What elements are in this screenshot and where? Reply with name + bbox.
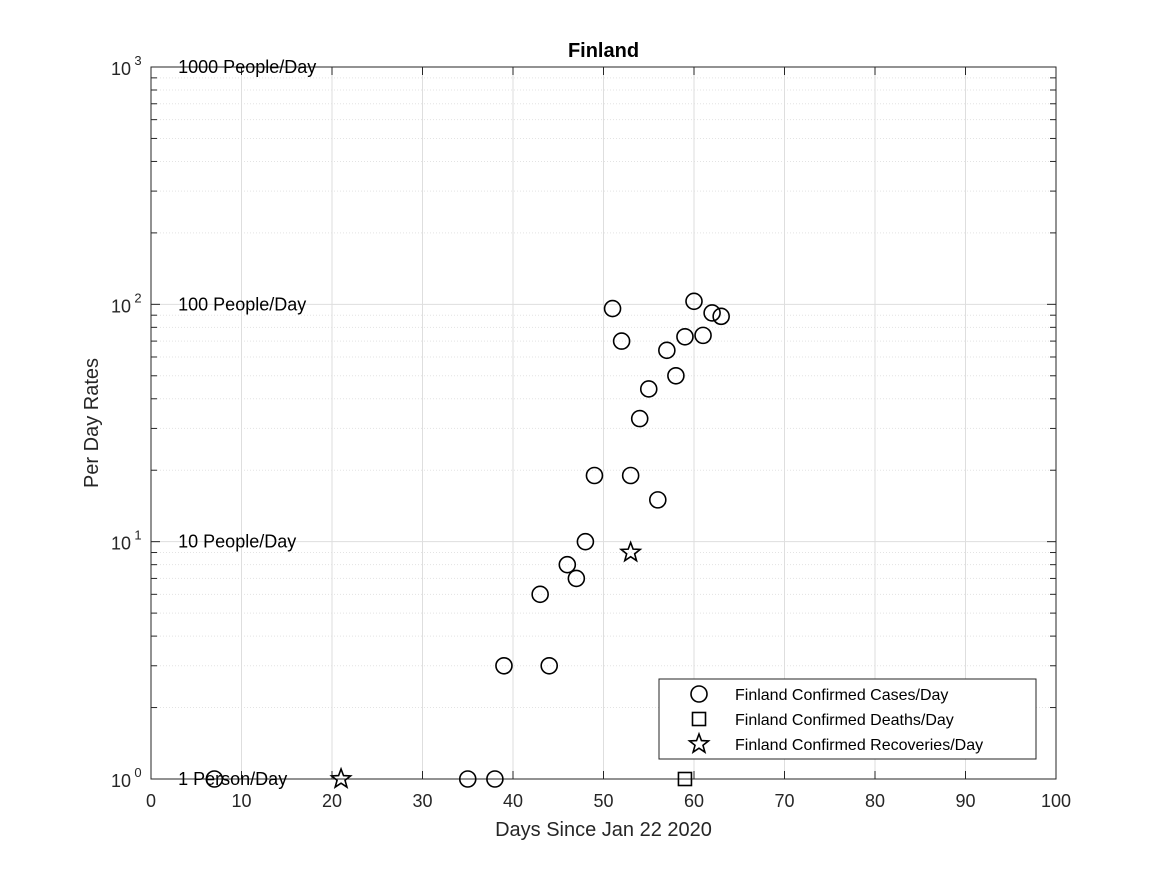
x-tick-label: 20 <box>322 791 342 811</box>
y-tick-label: 10 <box>111 296 131 316</box>
x-tick-label: 60 <box>684 791 704 811</box>
circle-data-point <box>703 304 721 322</box>
legend-entry-label: Finland Confirmed Recoveries/Day <box>735 737 983 754</box>
x-tick-label: 70 <box>774 791 794 811</box>
legend-entry-label: Finland Confirmed Cases/Day <box>735 687 948 704</box>
x-tick-label: 40 <box>503 791 523 811</box>
x-axis-label: Days Since Jan 22 2020 <box>495 819 712 841</box>
rate-annotation: 10 People/Day <box>178 532 296 552</box>
y-axis-label: Per Day Rates <box>81 358 103 488</box>
circle-data-point <box>685 292 703 311</box>
circle-data-point <box>205 770 224 788</box>
legend-square-marker <box>691 711 707 727</box>
legend-circle-marker <box>690 685 708 703</box>
circle-data-point <box>712 307 730 326</box>
legend-box <box>658 678 1037 760</box>
circle-data-point <box>612 332 631 350</box>
major-grid <box>151 67 1056 779</box>
circle-data-point <box>458 770 477 788</box>
circle-data-point <box>639 380 658 398</box>
x-tick-label: 10 <box>231 791 251 811</box>
x-tick-label: 100 <box>1041 791 1071 811</box>
x-tick-label: 90 <box>955 791 975 811</box>
y-tick-exponent: 0 <box>134 765 141 780</box>
y-tick-exponent: 3 <box>134 53 141 68</box>
y-tick-exponent: 2 <box>134 290 141 305</box>
y-tick-exponent: 1 <box>134 528 141 543</box>
circle-data-point <box>658 341 676 360</box>
x-tick-label: 50 <box>593 791 613 811</box>
x-tick-label: 80 <box>865 791 885 811</box>
circle-data-point <box>540 656 559 675</box>
circle-data-point <box>630 409 649 428</box>
circle-data-point <box>576 532 595 551</box>
chart-title: Finland <box>568 40 639 62</box>
x-axis-ticks: 0 10 20 30 40 50 60 70 80 90 100 <box>146 67 1071 811</box>
x-tick-label: 0 <box>146 791 156 811</box>
x-tick-label: 30 <box>412 791 432 811</box>
circle-data-point <box>694 326 712 345</box>
square-data-point <box>677 771 693 787</box>
circle-data-point <box>495 656 513 675</box>
circle-data-point <box>603 299 622 318</box>
circle-data-point <box>621 466 640 485</box>
circle-data-point <box>585 466 604 485</box>
circle-data-point <box>558 555 577 574</box>
y-tick-label: 10 <box>111 59 131 79</box>
circle-data-point <box>486 770 504 788</box>
star-data-point <box>618 540 643 563</box>
legend-entry-label: Finland Confirmed Deaths/Day <box>735 712 954 729</box>
annotations: 1000 People/Day 100 People/Day 10 People/D… <box>178 57 316 789</box>
star-data-point <box>329 766 353 789</box>
y-tick-label: 10 <box>111 534 131 554</box>
legend-star-marker <box>687 731 711 754</box>
circle-data-point <box>648 491 667 509</box>
rate-annotation: 100 People/Day <box>178 294 306 314</box>
circle-data-point <box>667 366 685 385</box>
y-tick-label: 10 <box>111 771 131 791</box>
data-points <box>205 292 730 789</box>
minor-grid <box>151 77 1056 709</box>
legend: Finland Confirmed Cases/Day Finland Confi… <box>658 678 1037 760</box>
circle-data-point <box>531 585 549 604</box>
rate-annotation: 1 Person/Day <box>178 769 287 789</box>
circle-data-point <box>676 327 694 346</box>
circle-data-point <box>567 569 586 588</box>
rate-annotation: 1000 People/Day <box>178 57 316 77</box>
